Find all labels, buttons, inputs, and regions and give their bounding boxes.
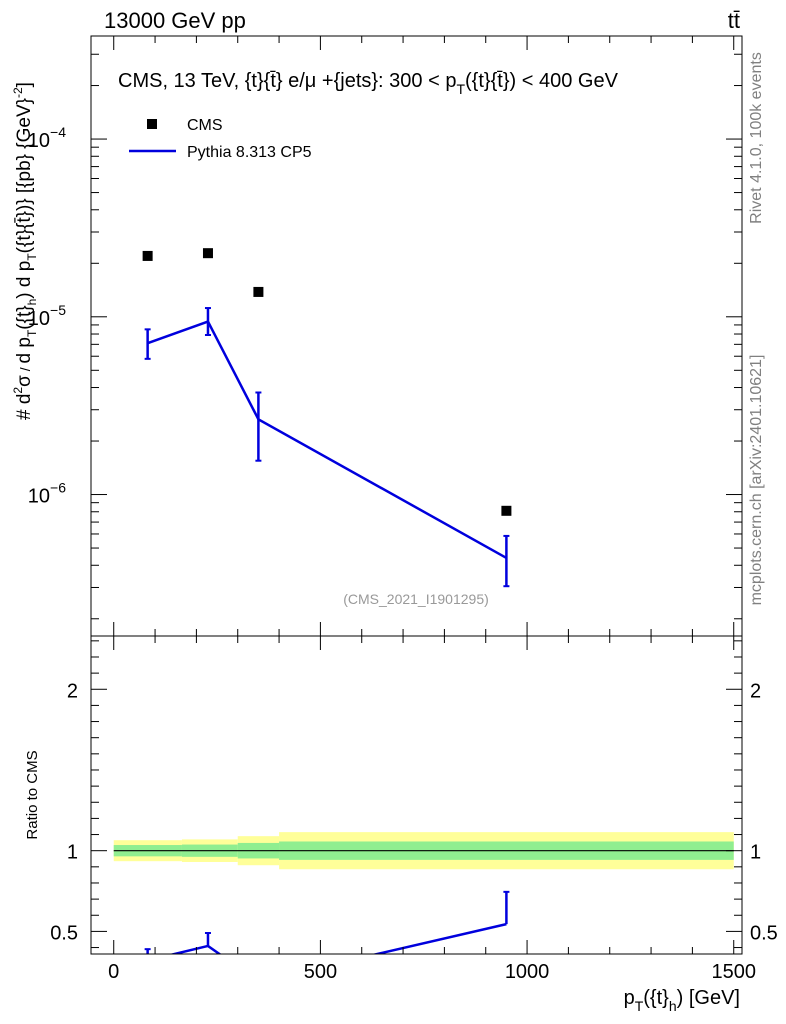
analysis-watermark: (CMS_2021_I1901295): [343, 591, 489, 607]
ratio-pythia-curve: [169, 922, 507, 954]
rivet-version-label: Rivet 4.1.0, 100k events: [748, 52, 765, 224]
legend-cms-marker: [147, 119, 157, 129]
ratio-ytick-label-left: 0.5: [50, 922, 78, 944]
ratio-xtick-label: 1000: [505, 961, 550, 983]
main-panel: 10−6 10−5 10−4 CMS, 13 TeV, {t}{t̄} e/μ +{…: [11, 35, 743, 637]
cms-data-point: [253, 286, 264, 297]
main-ytick-label: 10−6: [28, 480, 66, 508]
ratio-ytick-label-right: 0.5: [750, 922, 778, 944]
cms-data-point: [202, 248, 213, 259]
cms-data-point: [142, 250, 153, 261]
ratio-xtick-label: 500: [304, 961, 337, 983]
ratio-xtick-label: 1500: [711, 961, 756, 983]
header-process-label: tt̄: [728, 8, 740, 33]
ratio-xlabel: pT({t}h) [GeV]: [624, 987, 740, 1014]
cms-data-point: [501, 505, 512, 516]
main-ylabel: # d2σ / d pT({t}h) d pT({t}{t̄})} [{pb} …: [11, 82, 39, 420]
ratio-panel: 0.5 0.5 1 1 2 2 0 500 1000 1500 Ratio to CMS pT({…: [24, 635, 778, 1014]
plot-title: CMS, 13 TeV, {t}{t̄} e/μ +{jets}: 300 < …: [118, 70, 619, 97]
ratio-ytick-label-right: 1: [750, 842, 761, 864]
main-ytick-label: 10−5: [28, 302, 66, 330]
header-energy-label: 13000 GeV pp: [104, 8, 246, 33]
ratio-ytick-label-left: 2: [67, 680, 78, 702]
ratio-frame: [90, 635, 743, 955]
legend-pythia-label: Pythia 8.313 CP5: [187, 144, 312, 161]
ratio-ylabel: Ratio to CMS: [24, 750, 41, 839]
legend-cms-label: CMS: [187, 117, 223, 134]
mcplots-label: mcplots.cern.ch [arXiv:2401.10621]: [748, 355, 765, 606]
ratio-ytick-label-right: 2: [750, 680, 761, 702]
pythia-curve: [147, 320, 508, 560]
ratio-ytick-label-left: 1: [67, 842, 78, 864]
ratio-xtick-label: 0: [108, 961, 119, 983]
main-ytick-label: 10−4: [28, 124, 66, 152]
